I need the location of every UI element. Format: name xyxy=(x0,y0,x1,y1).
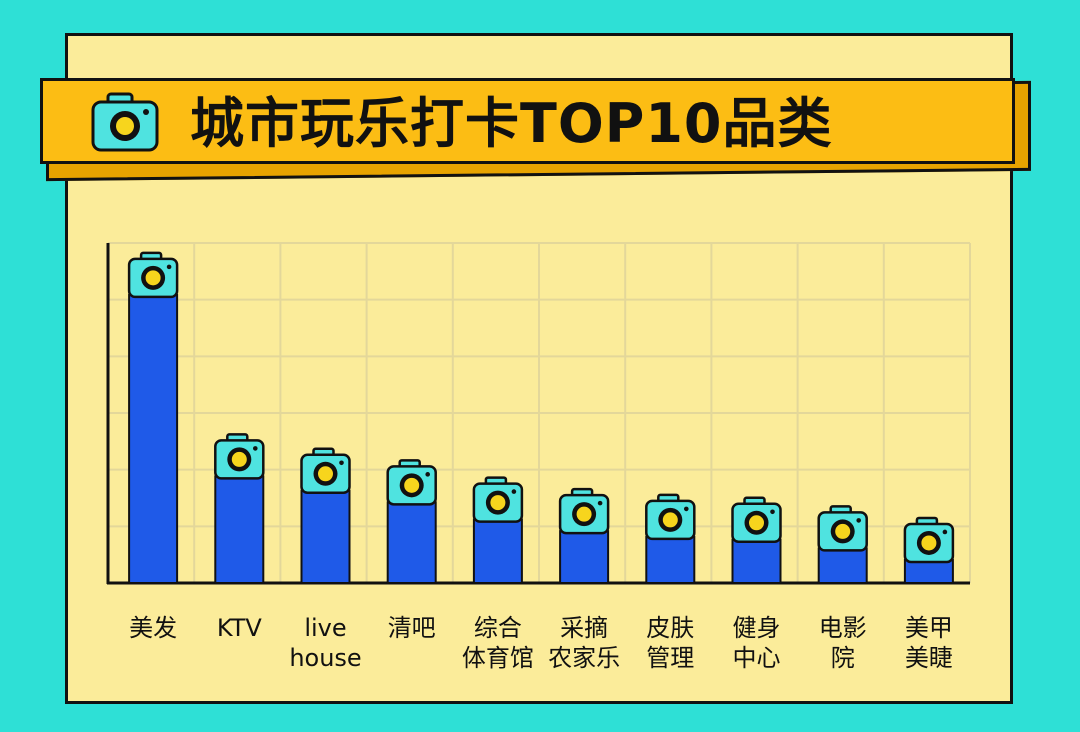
camera-icon xyxy=(472,476,524,523)
bar-group xyxy=(817,505,868,584)
bar xyxy=(472,518,523,584)
bar-group xyxy=(731,496,782,585)
bar-group xyxy=(386,459,437,584)
camera-icon xyxy=(300,447,351,495)
category-label: 美甲 美睫 xyxy=(904,614,953,672)
bar xyxy=(817,547,868,584)
category-label: KTV xyxy=(216,614,262,642)
camera-icon xyxy=(386,459,437,506)
bar xyxy=(386,501,437,584)
camera-icon xyxy=(645,493,696,541)
camera-icon xyxy=(817,505,868,552)
camera-icon xyxy=(91,92,159,152)
bar-group xyxy=(472,476,524,584)
bar xyxy=(731,538,782,585)
category-label: 清吧 xyxy=(387,614,436,642)
category-label: 美发 xyxy=(129,614,178,642)
bar xyxy=(645,535,696,585)
category-label: 综合 体育馆 xyxy=(461,614,534,672)
bar xyxy=(300,489,351,584)
category-label: live house xyxy=(289,614,362,672)
bar-group xyxy=(558,487,610,585)
camera-icon xyxy=(558,487,610,535)
chart-title: 城市玩乐打卡TOP10品类 xyxy=(190,92,833,155)
category-label: 皮肤 管理 xyxy=(646,614,695,672)
category-label: 采摘 农家乐 xyxy=(548,614,621,672)
camera-icon xyxy=(214,433,265,480)
bar xyxy=(214,475,265,584)
bar-group xyxy=(300,447,351,584)
category-label: 电影 院 xyxy=(818,614,867,672)
bar-group xyxy=(903,516,955,585)
bar-group xyxy=(214,433,265,584)
camera-icon xyxy=(731,496,782,544)
bar-group xyxy=(645,493,696,585)
bar-group xyxy=(127,251,179,584)
bar xyxy=(559,530,610,585)
bar xyxy=(903,558,954,585)
title-banner xyxy=(40,78,1015,164)
bar xyxy=(128,293,179,584)
camera-icon xyxy=(903,516,955,564)
camera-icon xyxy=(127,251,179,299)
category-label: 健身 中心 xyxy=(732,614,781,672)
